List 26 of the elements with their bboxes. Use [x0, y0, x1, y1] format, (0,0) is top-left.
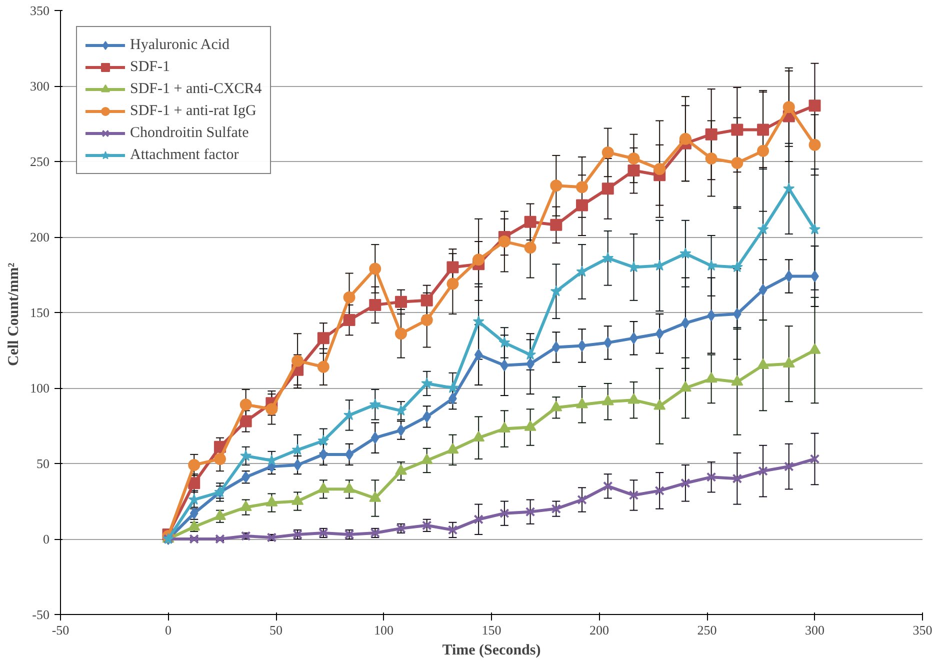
x-tick-label: 250	[697, 622, 717, 638]
y-tick-label: -50	[32, 607, 50, 622]
x-tick-label: 200	[590, 622, 609, 638]
y-tick-label: 350	[30, 3, 50, 18]
x-tick-label: 300	[805, 622, 824, 638]
x-axis-title: Time (Seconds)	[442, 642, 541, 658]
legend-label: SDF-1	[130, 58, 170, 76]
y-tick-label: 150	[30, 305, 50, 320]
legend-label: Attachment factor	[130, 146, 239, 164]
y-tick-label: 300	[30, 78, 50, 94]
legend-label: SDF-1 + anti-rat IgG	[130, 102, 256, 120]
y-tick-label: 100	[30, 380, 50, 396]
legend-label: Hyaluronic Acid	[130, 36, 230, 54]
x-tick-label: 100	[374, 622, 394, 638]
x-tick-label: 350	[912, 622, 932, 638]
y-tick-label: 200	[30, 230, 50, 244]
legend-label: Chondroitin Sulfate	[130, 124, 249, 142]
legend-label: SDF-1 + anti-CXCR4	[130, 80, 262, 98]
y-axis-title: Cell Count/mm²	[6, 262, 22, 366]
x-tick-label: 150	[482, 622, 502, 638]
x-tick-label: 50	[270, 622, 282, 638]
x-tick-label: -50	[52, 622, 70, 638]
y-tick-label: 50	[36, 456, 50, 471]
y-tick-label: 0	[43, 532, 50, 546]
x-tick-label: 0	[165, 622, 172, 638]
y-tick-label: 250	[30, 154, 50, 169]
